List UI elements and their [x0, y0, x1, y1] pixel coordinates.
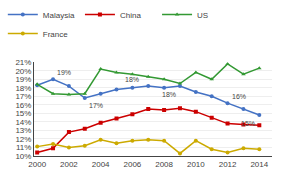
svg-text:2006: 2006 [123, 160, 141, 169]
svg-text:16%: 16% [15, 101, 31, 110]
svg-text:14%: 14% [15, 118, 31, 127]
svg-text:2014: 2014 [250, 160, 268, 169]
svg-text:16%: 16% [232, 93, 246, 100]
svg-text:France: France [43, 30, 68, 39]
svg-text:18%: 18% [162, 91, 176, 98]
svg-text:17%: 17% [15, 92, 31, 101]
svg-text:18%: 18% [125, 76, 139, 83]
svg-text:21%: 21% [15, 58, 31, 67]
svg-text:12%: 12% [15, 135, 31, 144]
svg-text:2000: 2000 [28, 160, 46, 169]
svg-text:15%: 15% [15, 109, 31, 118]
svg-text:China: China [120, 11, 141, 20]
svg-text:Malaysia: Malaysia [43, 11, 75, 20]
svg-text:11%: 11% [16, 143, 31, 152]
svg-text:19%: 19% [57, 69, 71, 76]
svg-text:10%: 10% [15, 152, 31, 161]
svg-text:15%: 15% [241, 120, 255, 127]
svg-text:17%: 17% [89, 102, 103, 109]
svg-text:US: US [197, 11, 208, 20]
svg-text:2002: 2002 [60, 160, 78, 169]
svg-text:2008: 2008 [155, 160, 173, 169]
svg-text:13%: 13% [15, 126, 31, 135]
svg-text:2004: 2004 [92, 160, 110, 169]
svg-text:18%: 18% [15, 84, 31, 93]
svg-text:19%: 19% [15, 75, 31, 84]
svg-text:2010: 2010 [187, 160, 205, 169]
svg-text:20%: 20% [15, 67, 31, 76]
svg-text:2012: 2012 [219, 160, 237, 169]
